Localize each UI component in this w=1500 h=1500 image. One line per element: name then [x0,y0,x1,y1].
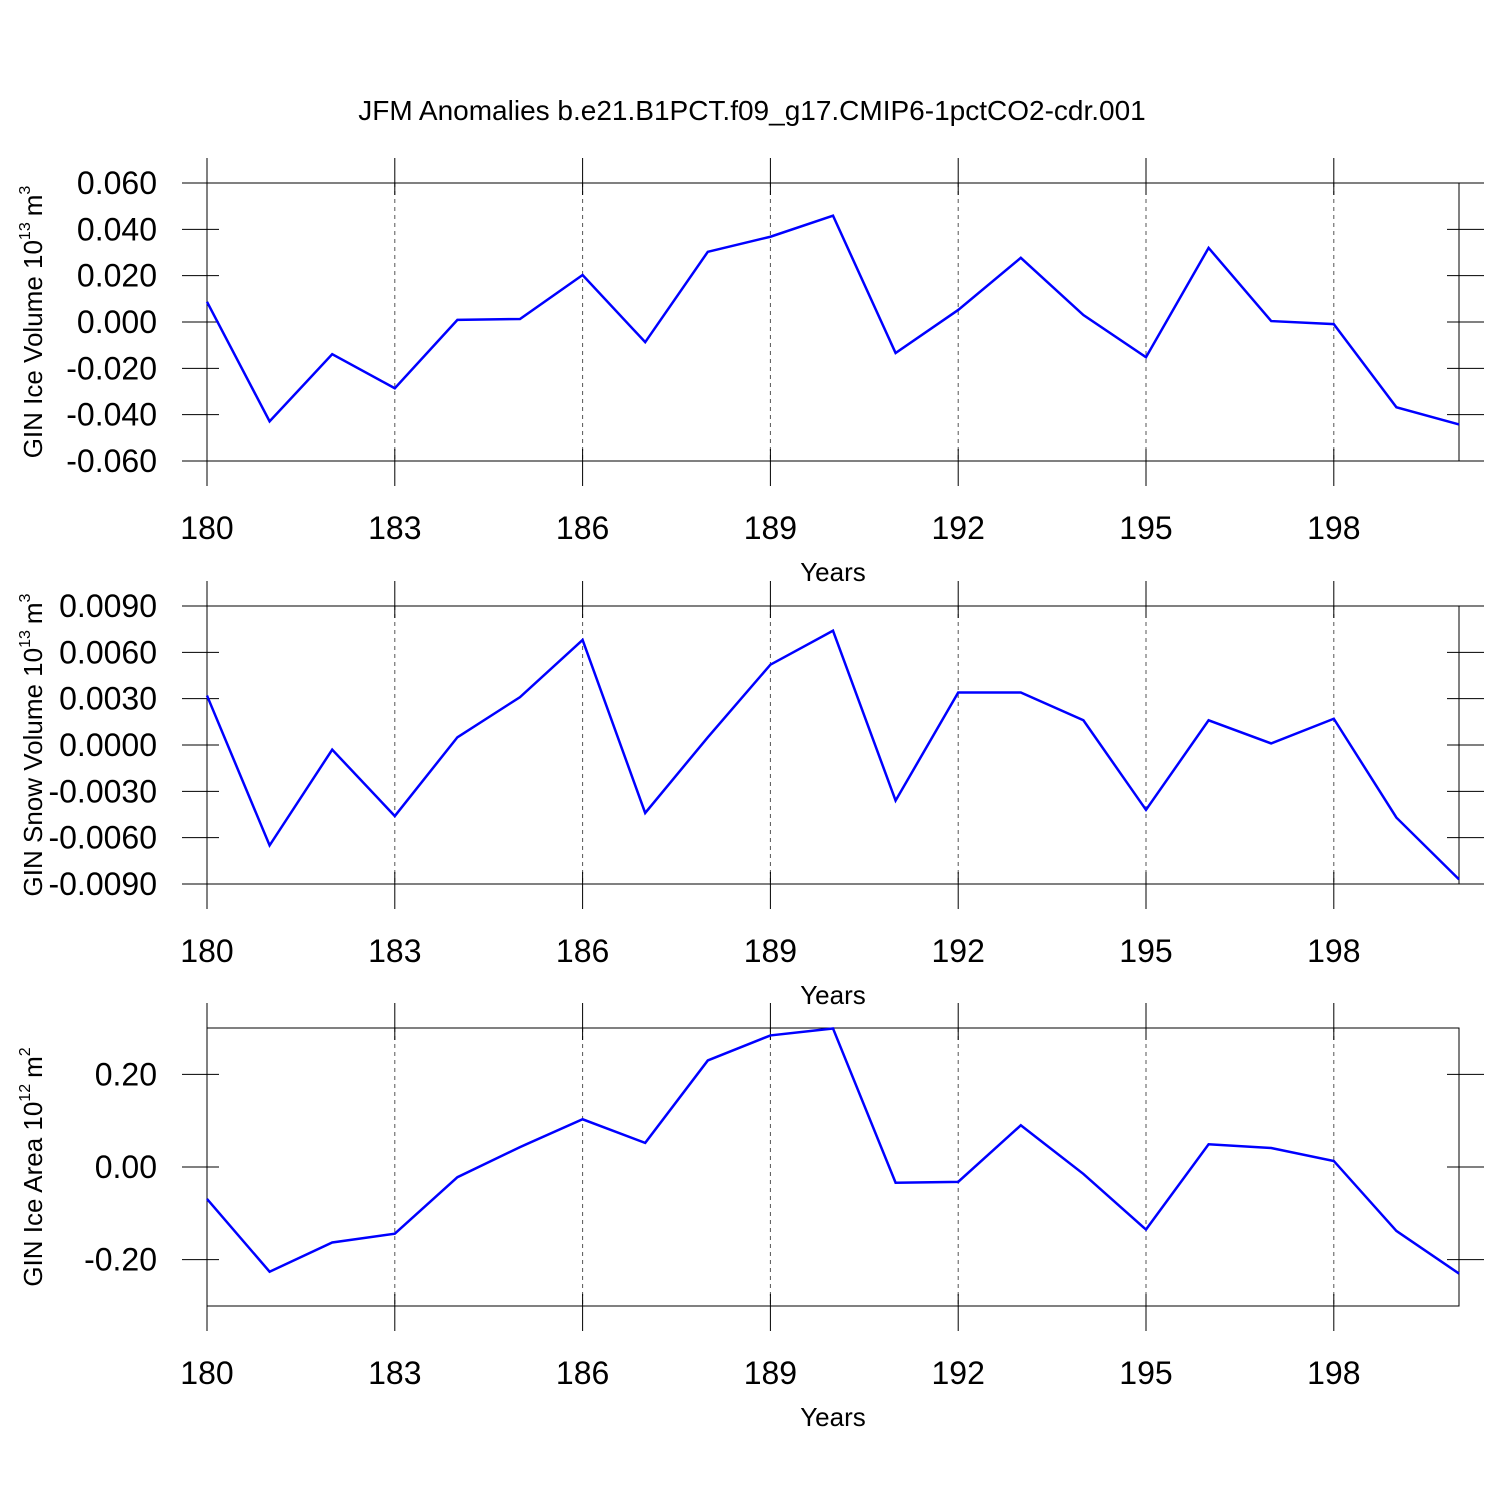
x-axis-label: Years [800,980,866,1010]
y-tick-label: -0.020 [66,350,157,386]
x-tick-label: 195 [1119,933,1172,969]
x-axis-label: Years [800,557,866,587]
x-tick-label: 183 [368,510,421,546]
y-axis-label: GIN Snow Volume 1013 m3 [17,593,48,896]
y-tick-label: -0.060 [66,443,157,479]
y-axis-label-part: m [18,602,48,624]
x-tick-label: 183 [368,933,421,969]
y-axis-label-part: 3 [17,186,34,195]
y-tick-label: 0.00 [95,1149,157,1185]
y-axis-label-part: 13 [17,222,34,240]
x-tick-label: 186 [556,510,609,546]
x-tick-label: 189 [744,933,797,969]
data-line [206,1027,1460,1275]
y-axis-label-part: GIN Ice Volume 10 [18,240,48,458]
x-axis-label: Years [800,1402,866,1432]
y-tick-label: 0.020 [77,258,157,294]
x-tick-label: 180 [180,1355,233,1391]
y-tick-label: 0.000 [77,304,157,340]
plot-frame [206,605,1460,885]
y-tick-label: 0.20 [95,1056,157,1092]
y-tick-label: -0.0030 [48,773,157,809]
data-line [205,628,1460,881]
y-axis-label-part: m [18,1056,48,1078]
y-axis-label-part: GIN Ice Area 10 [18,1102,48,1287]
x-tick-label: 189 [744,510,797,546]
y-axis-label-part: 12 [17,1084,34,1102]
y-tick-label: 0.060 [77,165,157,201]
x-tick-label: 195 [1119,1355,1172,1391]
x-tick-label: 198 [1307,933,1360,969]
x-tick-label: 195 [1119,510,1172,546]
x-tick-label: 180 [180,933,233,969]
chart-title: JFM Anomalies b.e21.B1PCT.f09_g17.CMIP6-… [358,95,1146,126]
y-tick-label: 0.0060 [59,634,157,670]
x-tick-label: 183 [368,1355,421,1391]
x-tick-label: 192 [932,933,985,969]
y-axis-label: GIN Ice Volume 1013 m3 [17,186,48,459]
data-line [205,214,1460,426]
x-tick-label: 189 [744,1355,797,1391]
x-tick-label: 186 [556,933,609,969]
y-tick-label: -0.040 [66,397,157,433]
y-tick-label: -0.0090 [48,866,157,902]
y-axis-label-part: GIN Snow Volume 10 [18,648,48,897]
y-tick-label: 0.0030 [59,681,157,717]
x-tick-label: 192 [932,1355,985,1391]
x-tick-label: 180 [180,510,233,546]
y-axis-label-part: 3 [17,593,34,602]
x-tick-label: 186 [556,1355,609,1391]
plot-frame [206,182,1460,462]
x-tick-label: 198 [1307,510,1360,546]
y-axis-label: GIN Ice Area 1012 m2 [17,1047,48,1286]
y-axis-label-part: 2 [17,1047,34,1056]
y-tick-label: 0.0000 [59,727,157,763]
y-tick-label: -0.0060 [48,820,157,856]
x-tick-label: 192 [932,510,985,546]
y-axis-label-part: m [18,195,48,217]
y-tick-label: -0.20 [84,1242,157,1278]
y-tick-label: 0.0090 [59,588,157,624]
x-tick-label: 198 [1307,1355,1360,1391]
y-axis-label-part: 13 [17,630,34,648]
y-tick-label: 0.040 [77,211,157,247]
